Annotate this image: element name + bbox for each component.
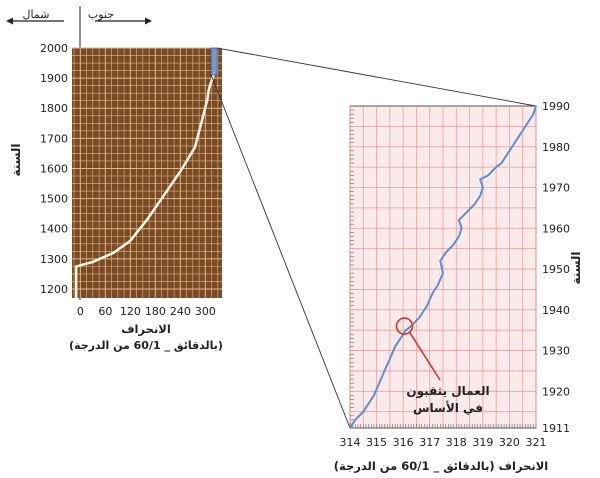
right-y-tick-label: 1950 [542, 263, 570, 276]
left-plot-area [72, 48, 222, 298]
left-x-tick-label: 240 [170, 305, 191, 318]
right-series-line [349, 105, 537, 429]
left-x-tick-label: 300 [195, 305, 216, 318]
right-x-tick-labels: 314 315 316 317 318 319 320 321 [340, 436, 547, 449]
right-y-tick-label: 1940 [542, 304, 570, 317]
left-x-axis-label: الانحراف [121, 322, 171, 336]
left-y-tick-label: 1800 [40, 102, 68, 115]
right-x-tick-label: 321 [526, 436, 547, 449]
right-y-axis-label: السنة [569, 251, 583, 284]
left-y-tick-label: 1500 [40, 193, 68, 206]
left-x-tick-label: 180 [145, 305, 166, 318]
right-grid [349, 105, 537, 429]
left-y-tick-label: 2000 [40, 42, 68, 55]
right-y-tick-label: 1990 [542, 100, 570, 113]
north-label: شمال [23, 8, 50, 21]
left-y-tick-label: 1700 [40, 132, 68, 145]
callout: العمال يثقبون في الأساس [395, 317, 490, 415]
right-y-tick-label: 1930 [542, 345, 570, 358]
arrow-right-head-icon [145, 17, 152, 25]
left-x-tick-labels: 0 60 120 180 240 300 [77, 305, 216, 318]
left-chart: 1200 1300 1400 1500 1600 1700 1800 1900 2000 0 60… [9, 42, 223, 352]
left-y-tick-label: 1400 [40, 223, 68, 236]
zoom-connector-top [217, 47, 537, 107]
right-x-tick-label: 315 [366, 436, 387, 449]
callout-line [408, 331, 441, 381]
right-y-tick-labels: 1911 1920 1930 1940 1950 1960 1970 1980 1990 [542, 100, 570, 435]
right-x-tick-label: 314 [340, 436, 361, 449]
left-x-tick-label: 120 [120, 305, 141, 318]
right-y-tick-label: 1960 [542, 222, 570, 235]
right-x-tick-label: 316 [393, 436, 414, 449]
zoom-connector-bottom [210, 74, 351, 429]
left-y-tick-label: 1900 [40, 72, 68, 85]
right-x-tick-label: 320 [499, 436, 520, 449]
left-y-tick-label: 1200 [40, 283, 68, 296]
right-chart: 1911 1920 1930 1940 1950 1960 1970 1980 1990 314… [334, 100, 583, 474]
right-x-tick-label: 317 [419, 436, 440, 449]
left-y-axis-label: السنة [9, 143, 23, 176]
right-y-tick-label: 1911 [542, 422, 570, 435]
left-y-tick-label: 1300 [40, 253, 68, 266]
right-y-tick-label: 1980 [542, 141, 570, 154]
south-label: جنوب [88, 8, 114, 21]
left-series-line [74, 71, 216, 298]
annotation-text-line1: العمال يثقبون [406, 384, 489, 399]
left-x-axis-sublabel: (بالدقائق _ 60/1 من الدرجة) [69, 339, 223, 352]
right-x-tick-label: 318 [446, 436, 467, 449]
left-y-tick-labels: 1200 1300 1400 1500 1600 1700 1800 1900 2000 [40, 42, 68, 296]
left-x-tick-label: 60 [98, 305, 112, 318]
right-x-axis-label: الانحراف (بالدقائق _ 60/1 من الدرجة) [334, 459, 548, 474]
callout-circle [395, 317, 414, 335]
annotation-text-line2: في الأساس [413, 400, 483, 415]
left-x-tick-label: 0 [77, 305, 84, 318]
zoom-region-box [210, 47, 218, 76]
right-x-tick-label: 319 [472, 436, 493, 449]
zoom-connectors [210, 47, 537, 429]
right-y-tick-label: 1970 [542, 182, 570, 195]
arrow-left-head-icon [6, 17, 13, 25]
left-y-tick-label: 1600 [40, 162, 68, 175]
right-y-tick-label: 1920 [542, 385, 570, 398]
